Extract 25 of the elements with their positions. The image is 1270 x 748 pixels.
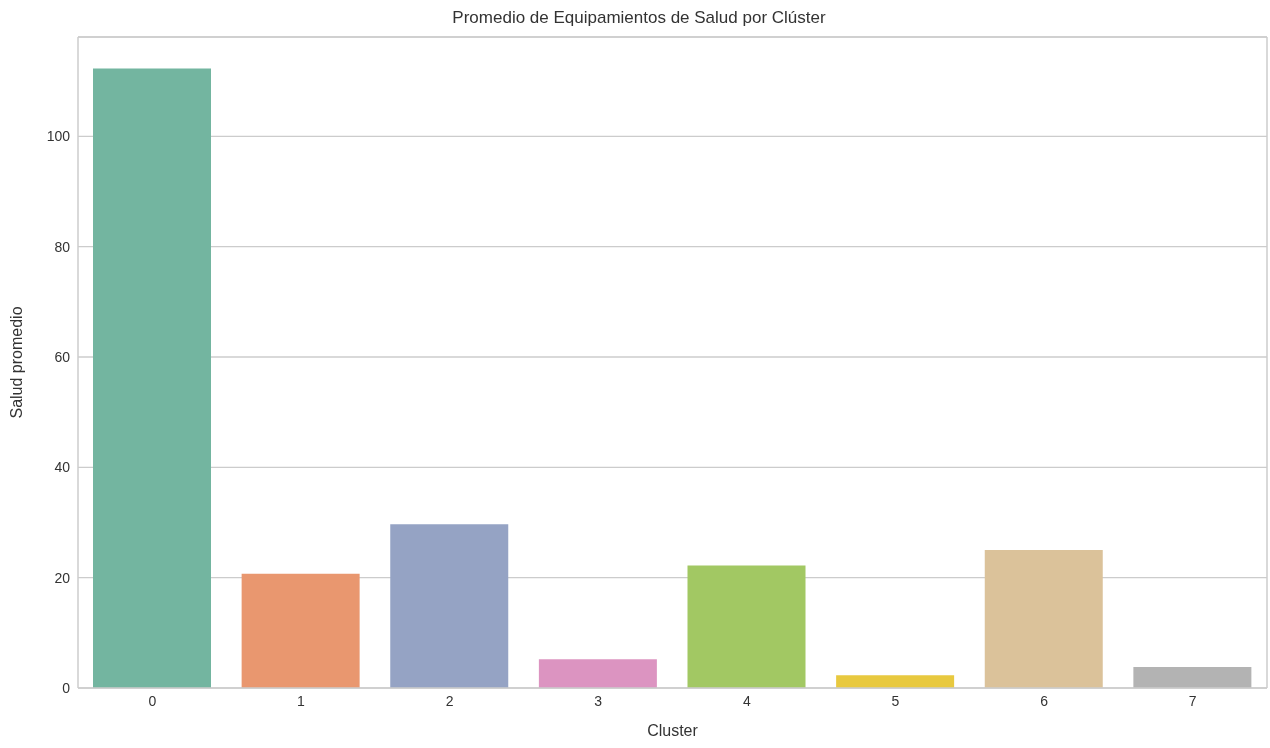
y-tick-label: 80 xyxy=(54,238,71,255)
x-tick-label: 2 xyxy=(445,692,454,709)
x-tick-label: 4 xyxy=(742,692,751,709)
bar xyxy=(241,573,360,688)
x-tick-label: 3 xyxy=(594,692,603,709)
x-tick-label: 1 xyxy=(297,692,306,709)
bar xyxy=(93,68,211,688)
y-tick-label: 60 xyxy=(54,348,71,365)
y-tick-label: 40 xyxy=(54,459,71,476)
bar xyxy=(984,550,1103,688)
chart-title: Promedio de Equipamientos de Salud por Clúster xyxy=(451,8,827,29)
y-tick-label: 0 xyxy=(62,679,71,696)
bar xyxy=(836,675,955,688)
bar xyxy=(687,565,806,688)
y-tick-label: 100 xyxy=(46,128,71,145)
bar xyxy=(390,524,509,688)
y-tick-label: 20 xyxy=(54,569,71,586)
x-tick-label: 0 xyxy=(148,692,157,709)
bar xyxy=(1133,667,1252,688)
x-tick-label: 5 xyxy=(891,692,900,709)
bar xyxy=(538,659,657,688)
x-axis-title: Cluster xyxy=(647,722,699,739)
y-axis-title: Salud promedio xyxy=(7,306,25,419)
x-tick-label: 7 xyxy=(1188,692,1197,709)
x-tick-label: 6 xyxy=(1040,692,1049,709)
